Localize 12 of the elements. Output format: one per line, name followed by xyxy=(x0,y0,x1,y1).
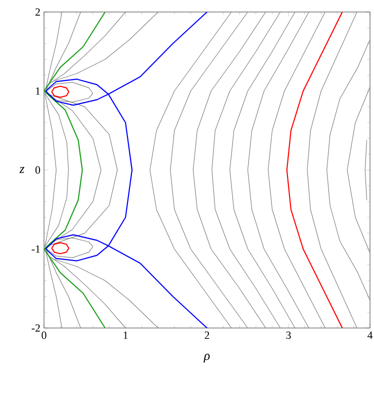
x-tick-label: 1 xyxy=(124,332,128,339)
y-tick-label: 0 xyxy=(35,166,40,174)
x-tick-label: 4 xyxy=(367,332,373,339)
x-tick-label: 3 xyxy=(286,332,291,339)
x-tick-label: 0 xyxy=(42,332,46,339)
x-axis-title: ρ xyxy=(204,354,210,363)
y-tick-label: 2 xyxy=(35,8,40,16)
y-tick-label: -2 xyxy=(32,324,40,332)
y-tick-label: -1 xyxy=(32,245,40,253)
y-tick-label: 1 xyxy=(36,87,40,95)
x-tick-label: 2 xyxy=(204,332,210,339)
y-axis-title: z xyxy=(19,167,24,173)
